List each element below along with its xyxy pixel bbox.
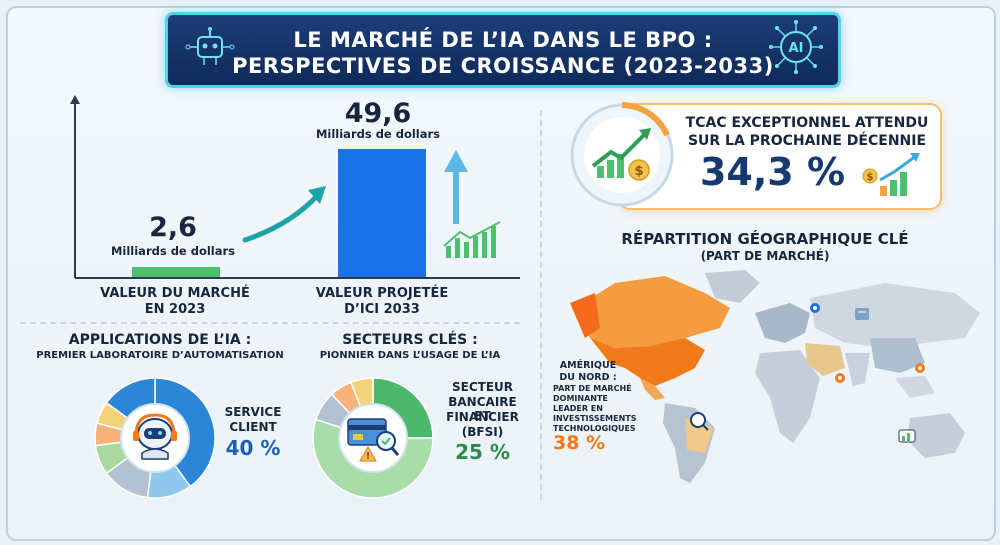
middle-east-shape xyxy=(805,343,845,376)
headset-robot-icon xyxy=(133,413,177,460)
na-label-line7: TECHNOLOGIQUES xyxy=(553,424,636,433)
title-banner: LE MARCHÉ DE L’IA DANS LE BPO : PERSPECT… xyxy=(165,12,841,88)
applications-title: APPLICATIONS DE L’IA : xyxy=(68,332,252,348)
category-2023-label-line2: EN 2023 xyxy=(144,302,206,317)
market-value-bar-chart xyxy=(70,95,520,279)
australia-shape xyxy=(907,413,965,458)
bfsi-value: 25 % xyxy=(455,440,510,464)
sectors-title: SECTEURS CLÉS : xyxy=(342,332,478,348)
service-client-label-line2: CLIENT xyxy=(229,420,277,434)
southeast-asia-shape xyxy=(895,376,935,398)
title-line-1: LE MARCHÉ DE L’IA DANS LE BPO : xyxy=(293,28,713,52)
svg-text:$: $ xyxy=(634,164,643,179)
section-divider-vertical xyxy=(540,110,542,500)
applications-donut-chart xyxy=(94,377,216,499)
cagr-bars-icon: $ xyxy=(862,153,920,196)
sectors-donut-chart: ! xyxy=(312,377,434,499)
na-label-line3: PART DE MARCHÉ xyxy=(553,384,632,393)
y-axis-arrowhead xyxy=(70,95,80,104)
bfsi-label-line4: (BFSI) xyxy=(461,425,504,439)
category-2023-label-line1: VALEUR DU MARCHÉ xyxy=(100,286,250,301)
world-map xyxy=(570,270,980,483)
europe-shape xyxy=(755,303,810,343)
russia-asia-shape xyxy=(810,283,980,348)
cagr-title-line2: SUR LA PROCHAINE DÉCENNIE xyxy=(687,133,927,149)
na-label-line1: AMÉRIQUE xyxy=(559,360,617,371)
service-client-label-line1: SERVICE xyxy=(224,405,282,419)
chart-pin-icon xyxy=(898,429,916,443)
section-divider-horizontal xyxy=(20,322,520,324)
server-icon xyxy=(855,308,869,320)
geo-title: RÉPARTITION GÉOGRAPHIQUE CLÉ xyxy=(621,230,909,248)
robot-chip-icon xyxy=(185,27,235,65)
map-pin-icon xyxy=(915,363,925,373)
credit-card-magnifier-icon: ! xyxy=(347,418,400,462)
africa-shape xyxy=(755,350,820,443)
map-pin-icon xyxy=(810,303,820,313)
up-arrow-icon xyxy=(444,150,468,224)
na-label-line6: INVESTISSEMENTS xyxy=(553,414,637,423)
china-shape xyxy=(870,338,925,373)
north-america-dominant-shape xyxy=(590,338,705,386)
unit-2033-label: Milliards de dollars xyxy=(315,127,441,141)
category-2033-label-line2: D’ICI 2033 xyxy=(344,302,420,317)
na-label-line2: DU NORD : xyxy=(559,372,617,383)
title-line-2: PERSPECTIVES DE CROISSANCE (2023-2033) xyxy=(232,54,774,78)
cagr-growth-badge-icon: $ xyxy=(570,102,674,207)
india-shape xyxy=(845,353,870,386)
bfsi-label-line3: FINANCIER xyxy=(446,410,519,424)
na-value: 38 % xyxy=(553,432,606,454)
category-2033-label-line1: VALEUR PROJETÉE xyxy=(315,286,449,301)
growth-arrowhead xyxy=(308,186,326,204)
growth-arrow xyxy=(242,192,321,243)
svg-text:AI: AI xyxy=(789,41,804,56)
bar-1 xyxy=(338,149,426,277)
western-us-shape xyxy=(570,293,600,338)
cagr-value: 34,3 % xyxy=(699,150,846,194)
cagr-title-line1: TCAC EXCEPTIONNEL ATTENDU xyxy=(685,115,929,131)
svg-text:!: ! xyxy=(366,451,371,462)
greenland-shape xyxy=(705,270,760,303)
value-2023-label: 2,6 xyxy=(149,212,197,243)
canada-alaska-shape xyxy=(575,276,730,348)
unit-2023-label: Milliards de dollars xyxy=(110,244,236,258)
map-pin-icon xyxy=(835,373,845,383)
value-2033-label: 49,6 xyxy=(344,98,412,129)
bfsi-label-line2: BANCAIRE ET xyxy=(448,395,517,423)
na-label-line4: DOMINANTE xyxy=(553,394,608,403)
svg-text:$: $ xyxy=(867,172,874,183)
central-america-shape xyxy=(640,378,665,400)
magnifier-icon xyxy=(690,412,709,431)
bfsi-label-line1: SECTEUR xyxy=(451,380,513,394)
sectors-subtitle: PIONNIER DANS L’USAGE DE L’IA xyxy=(319,350,501,361)
rising-bars-icon xyxy=(443,221,501,258)
bar-0 xyxy=(132,267,220,277)
ai-brain-circuit-icon: AI xyxy=(769,20,823,74)
na-label-line5: LEADER EN xyxy=(553,404,603,413)
service-client-value: 40 % xyxy=(225,436,281,460)
applications-subtitle: PREMIER LABORATOIRE D’AUTOMATISATION xyxy=(36,350,284,361)
geo-subtitle: (PART DE MARCHÉ) xyxy=(700,249,830,263)
